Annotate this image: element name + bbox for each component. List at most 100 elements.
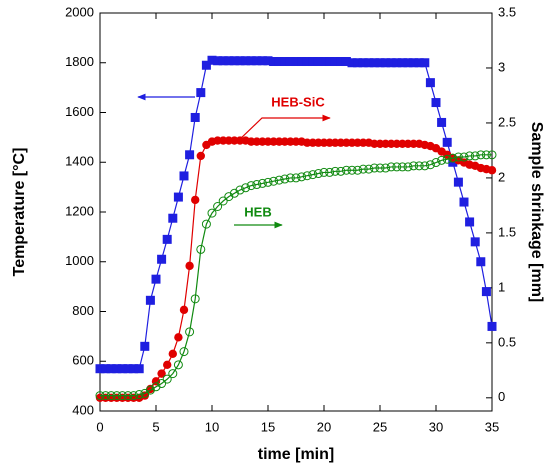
- marker: [341, 165, 351, 175]
- marker: [459, 197, 469, 207]
- y2-tick-label: 0: [498, 389, 505, 404]
- marker: [106, 391, 116, 401]
- marker: [285, 173, 295, 183]
- y2-tick-label: 3.5: [498, 4, 516, 19]
- marker: [409, 58, 419, 68]
- marker: [381, 58, 391, 68]
- marker: [431, 98, 441, 108]
- marker: [487, 166, 497, 175]
- marker: [201, 60, 211, 70]
- x-tick-label: 20: [317, 419, 331, 434]
- annotation: HEB-SiC: [271, 94, 325, 109]
- marker: [134, 364, 144, 374]
- marker: [280, 57, 290, 67]
- marker: [341, 57, 351, 67]
- marker: [414, 58, 424, 68]
- marker: [157, 379, 167, 389]
- marker: [129, 364, 139, 374]
- marker: [302, 57, 312, 67]
- x-tick-label: 0: [96, 419, 103, 434]
- marker: [319, 57, 329, 67]
- marker: [308, 57, 318, 67]
- marker: [448, 153, 458, 163]
- marker: [191, 195, 200, 205]
- marker: [330, 166, 340, 176]
- marker: [257, 56, 267, 66]
- marker: [101, 364, 111, 374]
- marker: [134, 390, 144, 400]
- marker: [325, 167, 335, 177]
- marker: [420, 161, 430, 171]
- marker: [397, 162, 407, 172]
- marker: [409, 161, 419, 171]
- marker: [185, 150, 195, 160]
- marker: [95, 391, 105, 401]
- marker: [414, 161, 424, 171]
- marker: [185, 261, 194, 271]
- y-tick-label: 800: [72, 303, 94, 318]
- marker: [190, 294, 200, 304]
- marker: [241, 183, 251, 193]
- marker: [465, 217, 475, 227]
- y2-axis-label: Sample shrinkage [mm]: [528, 122, 545, 303]
- marker: [196, 151, 205, 161]
- marker: [162, 374, 172, 384]
- marker: [347, 165, 357, 175]
- marker: [403, 58, 413, 68]
- marker: [347, 58, 357, 68]
- marker: [274, 57, 284, 67]
- marker: [162, 234, 172, 244]
- x-tick-label: 25: [373, 419, 387, 434]
- marker: [487, 150, 497, 160]
- marker: [470, 237, 480, 247]
- marker: [392, 162, 402, 172]
- marker: [190, 112, 200, 122]
- marker: [106, 364, 116, 374]
- plot-frame: [99, 12, 493, 412]
- marker: [163, 360, 172, 370]
- marker: [241, 56, 251, 66]
- marker: [274, 175, 284, 185]
- marker: [285, 57, 295, 67]
- marker: [269, 176, 279, 186]
- marker: [459, 152, 469, 162]
- x-tick-label: 10: [205, 419, 219, 434]
- y-tick-label: 1400: [65, 154, 94, 169]
- marker: [252, 180, 262, 190]
- y-tick-label: 1000: [65, 253, 94, 268]
- marker: [246, 56, 256, 66]
- marker: [453, 177, 463, 187]
- y2-tick-label: 2.5: [498, 114, 516, 129]
- marker: [213, 202, 223, 212]
- marker: [95, 364, 105, 374]
- y2-tick-label: 2: [498, 169, 505, 184]
- marker: [319, 167, 329, 177]
- marker: [325, 57, 335, 67]
- marker: [157, 369, 166, 378]
- marker: [437, 117, 447, 127]
- marker: [375, 58, 385, 68]
- marker: [207, 208, 217, 218]
- y-tick-label: 400: [72, 402, 94, 417]
- marker: [252, 56, 262, 66]
- marker: [481, 287, 491, 297]
- marker: [386, 162, 396, 172]
- marker: [269, 57, 279, 67]
- marker: [263, 56, 273, 66]
- marker: [213, 56, 223, 66]
- marker: [168, 369, 178, 379]
- marker: [375, 163, 385, 173]
- marker: [218, 56, 228, 66]
- marker: [481, 150, 491, 160]
- marker: [487, 321, 497, 331]
- marker: [291, 173, 301, 183]
- marker: [235, 56, 245, 66]
- marker: [201, 219, 211, 229]
- marker: [129, 391, 139, 401]
- marker: [313, 169, 323, 179]
- marker: [476, 257, 486, 267]
- marker: [123, 391, 133, 401]
- y-tick-label: 1800: [65, 54, 94, 69]
- marker: [263, 177, 273, 187]
